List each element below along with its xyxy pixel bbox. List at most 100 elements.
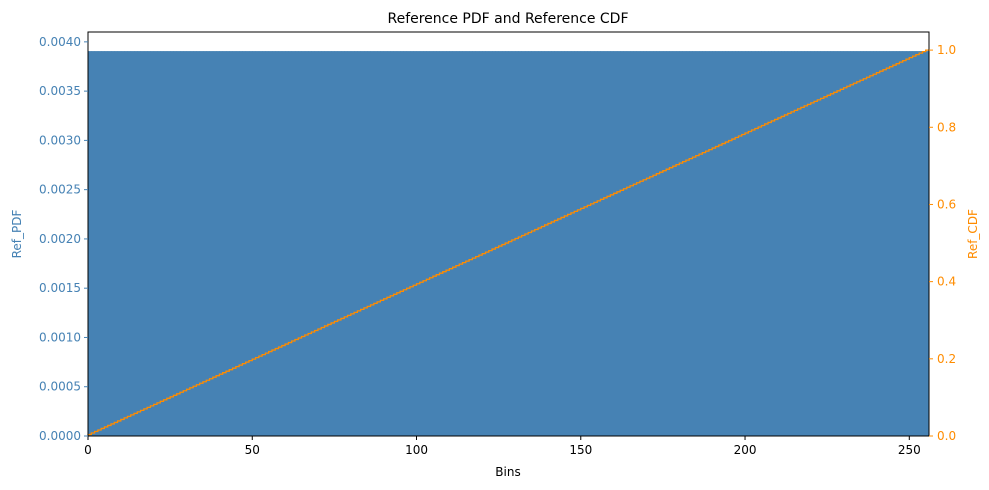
pdf-bar [189, 51, 194, 436]
pdf-bar [643, 51, 647, 436]
pdf-bar [843, 51, 848, 436]
pdf-bar [193, 51, 197, 436]
pdf-bar [741, 51, 746, 436]
pdf-bar [820, 51, 825, 436]
pdf-bar [186, 51, 191, 436]
pdf-bar [173, 51, 178, 436]
x-tick-label: 150 [569, 443, 592, 457]
pdf-bar [738, 51, 743, 436]
pdf-bar [833, 51, 838, 436]
pdf-bar [846, 51, 851, 436]
pdf-bar [892, 51, 897, 436]
pdf-bar [814, 51, 818, 436]
pdf-bar [308, 51, 312, 436]
pdf-bar [492, 51, 496, 436]
pdf-bar [600, 51, 605, 436]
pdf-bar [528, 51, 532, 436]
pdf-bar [170, 51, 174, 436]
pdf-bar [547, 51, 552, 436]
pdf-bar [610, 51, 615, 436]
pdf-bar [653, 51, 657, 436]
pdf-bar [117, 51, 122, 436]
pdf-bar [97, 51, 102, 436]
pdf-bar [541, 51, 546, 436]
pdf-bar [446, 51, 450, 436]
pdf-bar [682, 51, 687, 436]
pdf-bar [613, 51, 618, 436]
pdf-bar [837, 51, 841, 436]
pdf-bar [561, 51, 565, 436]
pdf-bar [258, 51, 263, 436]
pdf-bar [107, 51, 112, 436]
pdf-bar [810, 51, 815, 436]
pdf-bar [850, 51, 854, 436]
pdf-bar [370, 51, 375, 436]
pdf-bar [409, 51, 414, 436]
pdf-bar [262, 51, 266, 436]
pdf-bar [518, 51, 523, 436]
pdf-bar [883, 51, 887, 436]
pdf-bar [633, 51, 638, 436]
pdf-bar [524, 51, 529, 436]
x-tick-label: 0 [84, 443, 92, 457]
pdf-bar [623, 51, 628, 436]
pdf-bar [462, 51, 467, 436]
x-axis: 0 50 100 150 200 250 [84, 436, 921, 457]
pdf-bar [787, 51, 792, 436]
pdf-bar [551, 51, 555, 436]
pdf-bar [416, 51, 421, 436]
pdf-bar [156, 51, 161, 436]
pdf-bar [531, 51, 536, 436]
pdf-bar [876, 51, 881, 436]
pdf-bar [807, 51, 812, 436]
pdf-bar [331, 51, 335, 436]
pdf-bar [899, 51, 904, 436]
pdf-bar [925, 51, 930, 436]
pdf-bar [564, 51, 569, 436]
pdf-bar [278, 51, 283, 436]
pdf-bar [101, 51, 105, 436]
pdf-bar [91, 51, 95, 436]
pdf-bar [229, 51, 233, 436]
pdf-bar [275, 51, 279, 436]
pdf-bar [120, 51, 125, 436]
pdf-bar [400, 51, 404, 436]
pdf-bar [166, 51, 171, 436]
x-tick-label: 200 [734, 443, 757, 457]
y-left-tick-label: 0.0025 [39, 183, 81, 197]
pdf-bar [367, 51, 371, 436]
pdf-bar [271, 51, 276, 436]
pdf-bar [449, 51, 454, 436]
pdf-bar [245, 51, 250, 436]
pdf-bar [465, 51, 470, 436]
pdf-bar [567, 51, 572, 436]
plot-frame [87, 31, 930, 437]
pdf-bar [797, 51, 802, 436]
pdf-bar [823, 51, 828, 436]
pdf-bar [646, 51, 651, 436]
pdf-bar [639, 51, 644, 436]
pdf-bar [620, 51, 624, 436]
pdf-bar [856, 51, 861, 436]
pdf-bar [94, 51, 99, 436]
pdf-bar [896, 51, 900, 436]
pdf-bar [340, 51, 345, 436]
pdf-bar [288, 51, 293, 436]
pdf-bar [630, 51, 634, 436]
pdf-bar [580, 51, 585, 436]
pdf-bar [544, 51, 549, 436]
pdf-bar [906, 51, 910, 436]
pdf-bar [590, 51, 595, 436]
pdf-bar [383, 51, 388, 436]
pdf-bar [830, 51, 835, 436]
pdf-bar [912, 51, 917, 436]
pdf-bar [570, 51, 575, 436]
pdf-bar [347, 51, 352, 436]
y-left-tick-label: 0.0035 [39, 84, 81, 98]
pdf-bar [922, 51, 927, 436]
pdf-bar [886, 51, 890, 436]
pdf-bar [285, 51, 289, 436]
pdf-bar [521, 51, 526, 436]
pdf-bar [731, 51, 736, 436]
cdf-line [87, 49, 929, 436]
